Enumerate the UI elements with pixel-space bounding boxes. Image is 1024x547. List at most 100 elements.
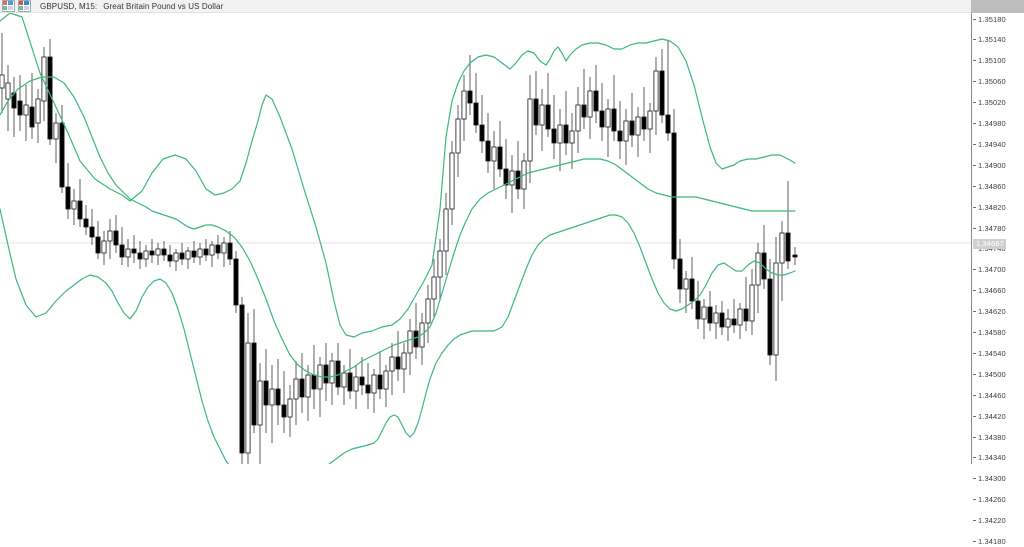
- price-tick-mark: [973, 123, 976, 124]
- price-tick-mark: [973, 102, 976, 104]
- price-tick-label: 1.34260: [978, 495, 1006, 505]
- price-tick-label: 1.34460: [978, 390, 1006, 400]
- candlestick: [779, 221, 785, 301]
- price-tick-label: 1.34900: [978, 160, 1006, 170]
- price-tick-mark: [973, 478, 976, 480]
- candlestick: [185, 247, 191, 269]
- candlestick: [641, 87, 647, 141]
- candlestick: [647, 103, 653, 153]
- candlestick: [29, 73, 35, 139]
- price-tick-mark: [973, 394, 976, 396]
- candlestick: [521, 153, 527, 209]
- price-tick: 1.34860: [972, 181, 1006, 191]
- candlestick: [605, 99, 611, 157]
- candlestick: [569, 113, 575, 169]
- candlestick: [425, 285, 431, 343]
- candlestick: [767, 259, 773, 365]
- candlestick: [629, 93, 635, 147]
- candlestick: [119, 227, 125, 265]
- candlestick: [347, 349, 353, 399]
- price-tick-mark: [973, 290, 976, 292]
- price-tick-label: 1.34340: [978, 453, 1006, 463]
- candlestick: [389, 343, 395, 395]
- price-tick: 1.34700: [972, 265, 1006, 275]
- candlestick: [467, 55, 473, 115]
- price-tick-label: 1.34380: [978, 432, 1006, 442]
- candlestick: [743, 277, 749, 331]
- price-tick: 1.34940: [972, 139, 1006, 149]
- price-tick: 1.34620: [972, 307, 1006, 317]
- price-tick-label: 1.35180: [978, 14, 1006, 24]
- price-tick-mark: [973, 541, 976, 542]
- candlestick: [581, 69, 587, 129]
- candlestick: [497, 121, 503, 177]
- candlestick: [335, 343, 341, 395]
- candlestick: [539, 89, 545, 151]
- candlestick: [149, 239, 155, 263]
- candlestick: [11, 77, 17, 137]
- price-tick-mark: [973, 415, 976, 417]
- candlestick: [755, 243, 761, 313]
- candlestick: [713, 305, 719, 339]
- candlestick: [617, 101, 623, 159]
- price-tick-mark: [973, 60, 976, 62]
- candlestick: [527, 75, 533, 183]
- price-tick: 1.35060: [972, 77, 1006, 87]
- price-tick: 1.34900: [972, 160, 1006, 170]
- candlestick: [437, 239, 443, 301]
- candlestick: [329, 353, 335, 405]
- candlestick: [551, 95, 557, 159]
- candlestick: [671, 109, 677, 269]
- price-tick: 1.34460: [972, 390, 1006, 400]
- candlestick: [41, 47, 47, 121]
- price-tick-label: 1.34980: [978, 119, 1006, 128]
- price-tick-mark: [973, 206, 976, 208]
- chart-window-icon-alt[interactable]: [18, 0, 31, 12]
- price-tick: 1.34660: [972, 286, 1006, 296]
- candlestick: [563, 91, 569, 155]
- price-tick-label: 1.34820: [978, 202, 1006, 212]
- price-tick-mark: [973, 164, 976, 166]
- price-tick: 1.34540: [972, 348, 1006, 358]
- price-tick: 1.34260: [972, 495, 1006, 505]
- candlestick: [725, 309, 731, 341]
- candlestick: [557, 109, 563, 171]
- candlestick: [83, 205, 89, 235]
- candlestick: [167, 245, 173, 267]
- candlestick: [731, 299, 737, 333]
- chart-window-icon[interactable]: [2, 0, 15, 12]
- candlestick: [221, 237, 227, 267]
- price-tick-mark: [973, 143, 976, 145]
- price-tick-label: 1.34660: [978, 286, 1006, 296]
- candlestick: [197, 243, 203, 265]
- candlestick: [107, 219, 113, 259]
- price-tick-mark: [973, 227, 976, 229]
- chart-plot-area[interactable]: [0, 13, 971, 464]
- candlestick: [653, 57, 659, 135]
- chart-title-bar: GBPUSD, M15: Great Britain Pound vs US Do…: [0, 0, 1024, 13]
- band-line: [0, 13, 796, 338]
- candlestick: [485, 113, 491, 173]
- price-scale[interactable]: 1.35180 1.35140 1.35100 1.35060 1.35020 1.349…: [971, 13, 1024, 546]
- candlestick: [677, 239, 683, 303]
- candlestick: [689, 257, 695, 309]
- candlestick: [179, 243, 185, 265]
- candlestick: [707, 291, 713, 331]
- candlestick: [245, 313, 251, 464]
- candlestick: [353, 365, 359, 409]
- candlestick: [77, 179, 83, 227]
- candlestick: [17, 75, 23, 131]
- candlestick: [227, 231, 233, 265]
- chart-title: GBPUSD, M15: Great Britain Pound vs US Do…: [40, 2, 223, 11]
- candlestick: [203, 239, 209, 261]
- candlestick: [635, 107, 641, 157]
- price-tick: 1.34300: [972, 474, 1006, 484]
- candlestick-series: [0, 33, 798, 464]
- candlestick: [137, 241, 143, 269]
- price-tick-mark: [973, 18, 976, 20]
- candlestick: [401, 343, 407, 393]
- price-tick-label: 1.34500: [978, 369, 1006, 379]
- price-tick-mark: [973, 373, 976, 375]
- candlestick: [533, 71, 539, 135]
- candlestick: [749, 269, 755, 335]
